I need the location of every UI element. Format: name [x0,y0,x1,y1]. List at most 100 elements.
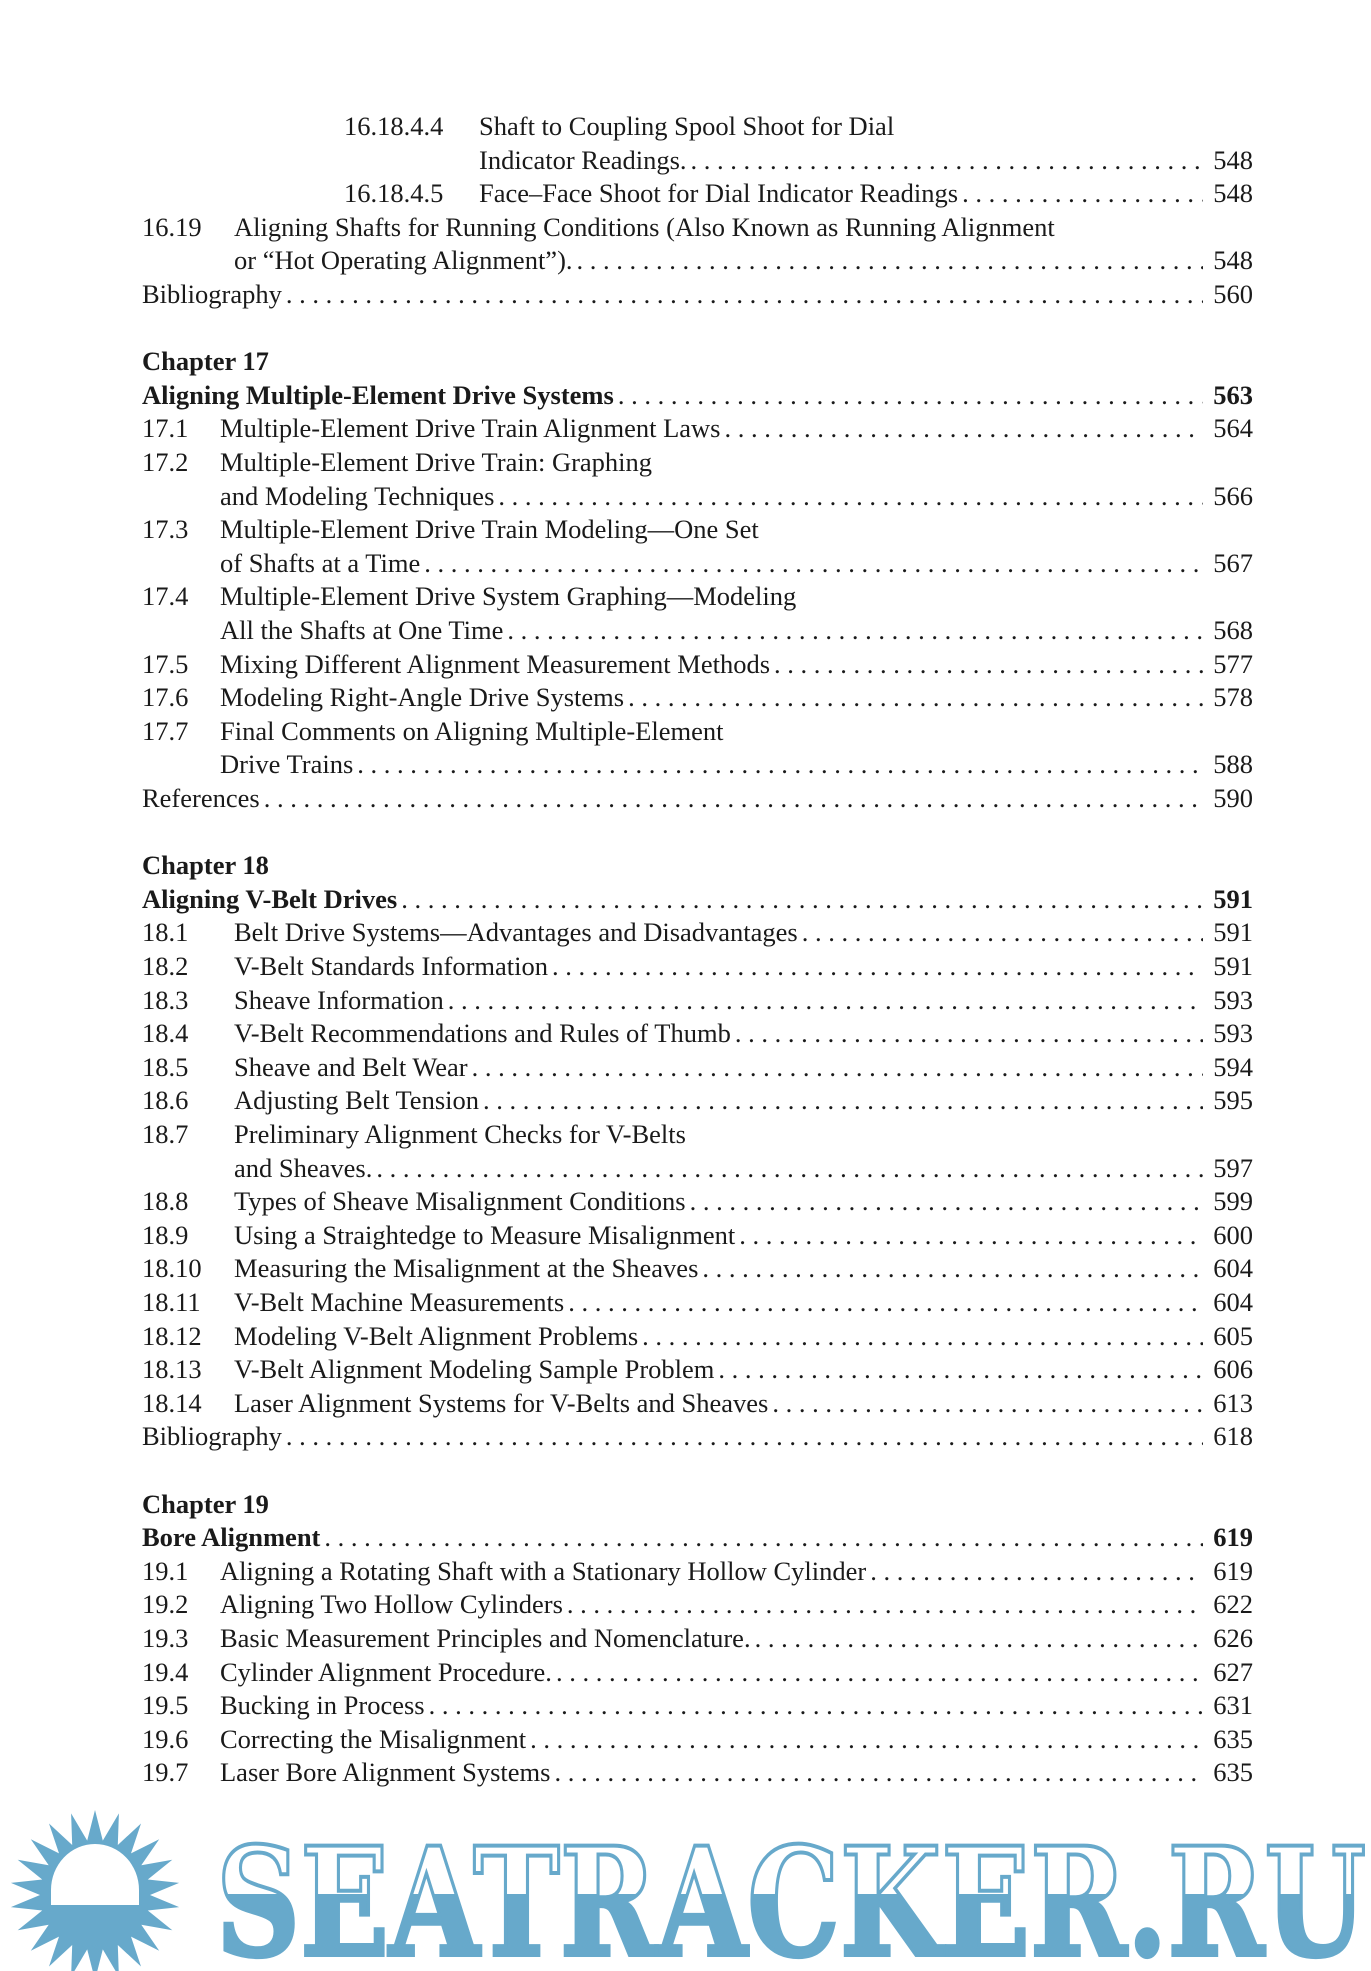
chapter-label[interactable]: Chapter 19 [142,1488,1253,1522]
dot-leader [420,547,1203,581]
toc-entry[interactable]: 17.4 Multiple-Element Drive System Graphi… [142,580,1253,614]
toc-entry[interactable]: 18.6 Adjusting Belt Tension 595 [142,1084,1253,1118]
page-number: 548 [1213,178,1253,209]
page-number: 594 [1213,1051,1253,1082]
toc-entry[interactable]: 17.7 Final Comments on Aligning Multiple-… [142,715,1253,749]
section-number: 17.4 [142,581,189,612]
entry-title: Modeling Right-Angle Drive Systems [220,682,625,713]
toc-entry[interactable]: 19.6 Correcting the Misalignment 635 [142,1723,1253,1757]
dot-leader [770,648,1203,682]
toc-entry[interactable]: 17.5 Mixing Different Alignment Measureme… [142,648,1253,682]
page-number: 619 [1213,1555,1253,1586]
page-number: 590 [1213,783,1253,813]
entry-text: Aligning a Rotating Shaft with a Station… [220,1555,1203,1589]
entry-text: V-Belt Alignment Modeling Sample Problem [234,1353,1203,1387]
toc-entry[interactable]: All the Shafts at One Time 568 [142,614,1253,648]
toc-entry[interactable]: 18.9 Using a Straightedge to Measure Misa… [142,1219,1253,1253]
entry-title: Mixing Different Alignment Measurement M… [220,648,771,679]
toc-entry[interactable]: 16.19 Aligning Shafts for Running Conditi… [142,211,1253,245]
toc-entry[interactable]: References 590 [142,782,1253,816]
entry-title: Multiple-Element Drive Train Alignment L… [220,413,721,444]
section-number: 18.3 [142,984,189,1015]
dot-leader [751,1622,1203,1656]
entry-text: Mixing Different Alignment Measurement M… [220,648,1203,682]
section-number: 19.5 [142,1690,189,1721]
toc-entry[interactable]: 18.3 Sheave Information 593 [142,984,1253,1018]
entry-title: of Shafts at a Time [220,547,421,578]
section-number: 17.5 [142,648,189,679]
dot-leader [614,379,1203,413]
toc-entry[interactable]: 16.18.4.4 Shaft to Coupling Spool Shoot f… [142,110,1253,144]
entry-text: Adjusting Belt Tension [234,1084,1203,1118]
page-number: 622 [1213,1589,1253,1620]
toc-entry[interactable]: or “Hot Operating Alignment”). 548 [142,244,1253,278]
dot-leader [552,1656,1203,1690]
entry-text: Correcting the Misalignment [220,1723,1203,1757]
section-number: 18.2 [142,951,189,981]
chapter-title-entry[interactable]: Bore Alignment 619 [142,1521,1253,1555]
entry-title: or “Hot Operating Alignment”). [234,245,573,276]
chapter-label[interactable]: Chapter 17 [142,345,1253,379]
section-number: 18.4 [142,1018,189,1049]
toc-entry[interactable]: 18.7 Preliminary Alignment Checks for V-B… [142,1118,1253,1152]
chapter-title-entry[interactable]: Aligning V-Belt Drives 591 [142,883,1253,917]
toc-entry[interactable]: and Sheaves. 597 [142,1152,1253,1186]
toc-entry[interactable]: 18.14 Laser Alignment Systems for V-Belts… [142,1387,1253,1421]
section-number: 18.11 [142,1287,201,1317]
toc-entry[interactable]: 18.5 Sheave and Belt Wear 594 [142,1051,1253,1085]
toc-entry[interactable]: 17.2 Multiple-Element Drive Train: Graphi… [142,446,1253,480]
entry-title: Types of Sheave Misalignment Conditions [234,1186,686,1217]
toc-entry[interactable]: 19.7 Laser Bore Alignment Systems 635 [142,1756,1253,1790]
toc-entry[interactable]: 18.13 V-Belt Alignment Modeling Sample Pr… [142,1353,1253,1387]
toc-entry[interactable]: 19.5 Bucking in Process 631 [142,1689,1253,1723]
entry-text: Bore Alignment [142,1521,1203,1555]
section-number: 18.5 [142,1051,189,1082]
page-number: 593 [1213,984,1253,1015]
dot-leader [866,1555,1203,1589]
toc-entry[interactable]: 18.1 Belt Drive Systems—Advantages and Di… [142,916,1253,950]
dot-leader [731,1017,1203,1051]
toc-entry[interactable]: 19.3 Basic Measurement Principles and Nom… [142,1622,1253,1656]
watermark-text: SEATRACKER.RU [216,1815,1366,1971]
section-number: 19.6 [142,1723,189,1754]
toc-entry[interactable]: 17.3 Multiple-Element Drive Train Modelin… [142,513,1253,547]
page-number: 568 [1213,615,1253,645]
toc-entry[interactable]: and Modeling Techniques 566 [142,480,1253,514]
toc-entry[interactable]: of Shafts at a Time 567 [142,547,1253,581]
entry-text: Final Comments on Aligning Multiple-Elem… [220,715,1253,749]
page-number: 597 [1213,1152,1253,1183]
entry-title: Bucking in Process [220,1690,425,1721]
dot-leader [714,1353,1203,1387]
toc-entry[interactable]: 18.11 V-Belt Machine Measurements 604 [142,1286,1253,1320]
section-number: 19.1 [142,1555,189,1586]
chapter-label[interactable]: Chapter 18 [142,849,1253,883]
toc-entry[interactable]: 18.12 Modeling V-Belt Alignment Problems 6… [142,1320,1253,1354]
toc-entry[interactable]: Bibliography 618 [142,1420,1253,1454]
toc-entry[interactable]: 18.2 V-Belt Standards Information 591 [142,950,1253,984]
toc-entry[interactable]: Indicator Readings. 548 [142,144,1253,178]
toc-entry[interactable]: 18.10 Measuring the Misalignment at the S… [142,1252,1253,1286]
page-number: 591 [1213,917,1253,948]
toc-entry[interactable]: 18.8 Types of Sheave Misalignment Conditi… [142,1185,1253,1219]
toc-entry[interactable]: 18.4 V-Belt Recommendations and Rules of … [142,1017,1253,1051]
entry-title: and Sheaves. [234,1152,373,1183]
entry-text: Preliminary Alignment Checks for V-Belts [234,1118,1253,1152]
dot-leader [468,1051,1203,1085]
toc-entry[interactable]: 17.1 Multiple-Element Drive Train Alignme… [142,412,1253,446]
entry-text: Drive Trains [220,748,1203,782]
section-number: 18.13 [142,1354,202,1385]
chapter-title-entry[interactable]: Aligning Multiple-Element Drive Systems 5… [142,379,1253,413]
section-number: 19.3 [142,1623,189,1653]
toc-entry[interactable]: 19.2 Aligning Two Hollow Cylinders 622 [142,1588,1253,1622]
entry-text: Multiple-Element Drive Train: Graphing [220,446,1253,480]
toc-entry[interactable]: 16.18.4.5 Face–Face Shoot for Dial Indica… [142,177,1253,211]
toc-entry[interactable]: 17.6 Modeling Right-Angle Drive Systems 57… [142,681,1253,715]
section-number: 17.2 [142,447,189,477]
entry-title: V-Belt Recommendations and Rules of Thum… [234,1018,731,1049]
entry-text: Using a Straightedge to Measure Misalign… [234,1219,1203,1253]
dot-leader [372,1152,1203,1186]
toc-entry[interactable]: 19.1 Aligning a Rotating Shaft with a Sta… [142,1555,1253,1589]
toc-entry[interactable]: Drive Trains 588 [142,748,1253,782]
toc-entry[interactable]: Bibliography 560 [142,278,1253,312]
toc-entry[interactable]: 19.4 Cylinder Alignment Procedure. 627 [142,1656,1253,1690]
